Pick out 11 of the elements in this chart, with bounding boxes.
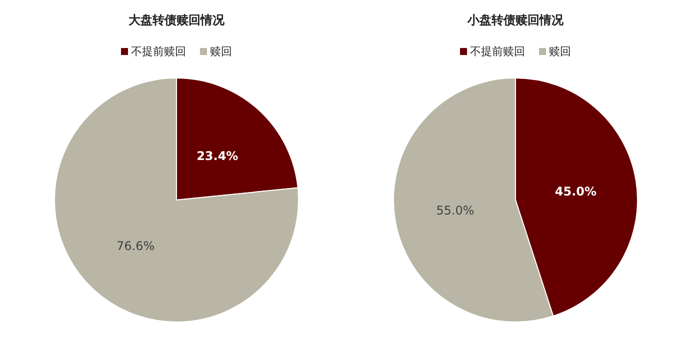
data-label: 45.0%: [554, 184, 597, 198]
pie-slice: [54, 78, 299, 322]
legend-label: 赎回: [210, 45, 232, 58]
legend-label: 不提前赎回: [470, 45, 525, 58]
data-label: 23.4%: [196, 148, 238, 163]
data-label: 55.0%: [436, 204, 474, 218]
legend-label: 赎回: [549, 45, 571, 58]
data-label: 76.6%: [116, 239, 155, 254]
legend-label: 不提前赎回: [131, 45, 186, 58]
chart-title: 小盘转债赎回情况: [466, 13, 564, 27]
chart-title: 大盘转债赎回情况: [128, 13, 226, 27]
